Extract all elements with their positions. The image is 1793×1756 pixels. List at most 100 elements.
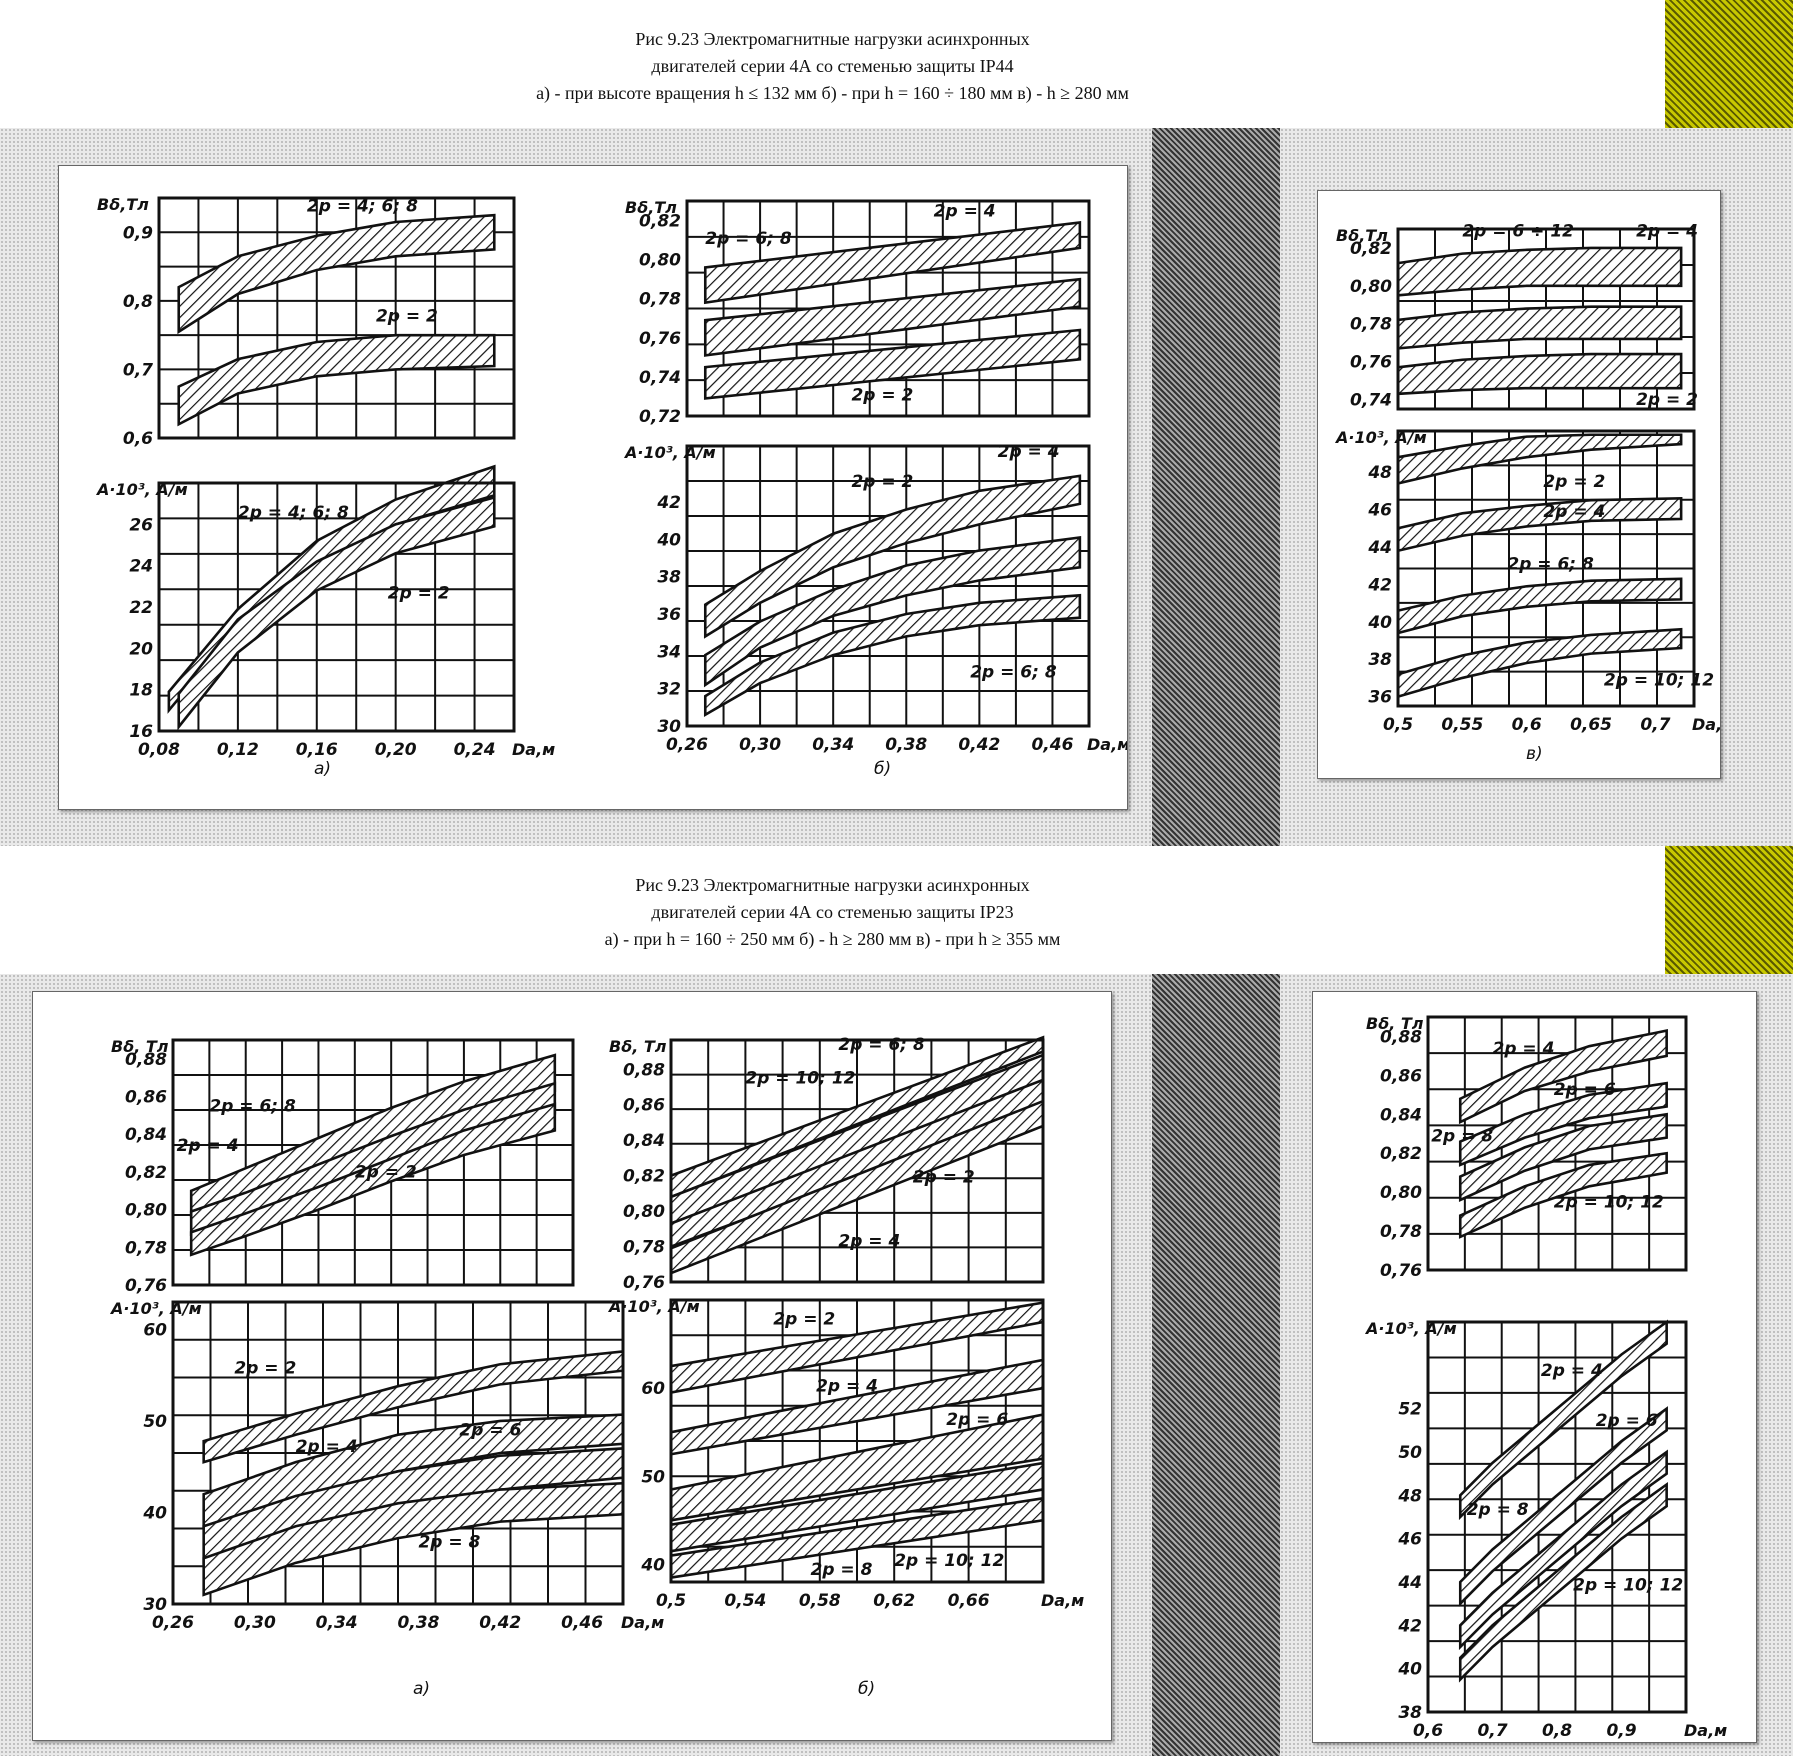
y-tick-label: 0,80 <box>639 251 681 271</box>
y-tick-label: 24 <box>129 557 153 577</box>
series-label: 2p = 10; 12 <box>1554 1193 1664 1213</box>
plot-frame <box>1396 429 1696 708</box>
figure-panel-v: 2p = 6 ÷ 12 2p = 4 2p = 2 0,74 0,76 0,78 0,80 0… <box>1317 190 1721 779</box>
series-label: 2p = 4; 6; 8 <box>238 503 349 523</box>
x-tick-label: 0,5 <box>1383 715 1413 735</box>
y-tick-label: 0,76 <box>1350 353 1392 373</box>
plot-frame <box>685 444 1091 728</box>
y-tick-label: 26 <box>129 515 153 535</box>
series-label: 2p = 10; 12 <box>1573 1576 1683 1596</box>
series-label: 2p = 6 <box>946 1410 1008 1430</box>
y-axis-label: A·10³, А/м <box>1364 1319 1457 1338</box>
plot-frame <box>1426 1320 1688 1714</box>
panel-label-a: а) <box>413 1679 430 1699</box>
series-label: 2p = 2 <box>773 1310 835 1330</box>
y-tick-label: 40 <box>640 1555 665 1575</box>
x-axis-label: Da,м <box>1692 715 1720 734</box>
y-tick-label: 38 <box>1398 1703 1422 1723</box>
series-label: 2p = 6 <box>1596 1411 1658 1431</box>
y-tick-label: 0,78 <box>125 1238 167 1258</box>
x-tick-label: 0,42 <box>479 1613 521 1633</box>
chart-svg: 2p = 4; 6; 8 2p = 2 0,6 0,7 0,8 0,9 Bδ,Тл 2p =… <box>95 195 1127 779</box>
series-label: 2p = 2 <box>234 1358 296 1378</box>
x-tick-label: 0,12 <box>217 740 259 760</box>
y-tick-label: 0,82 <box>623 1167 665 1187</box>
series-band <box>1458 1449 1668 1651</box>
y-axis-label: Bδ, Тл <box>111 1037 169 1056</box>
y-axis-label: A·10³, А/м <box>623 443 716 462</box>
x-axis-label: Da,м <box>512 740 555 759</box>
x-tick-label: 0,34 <box>812 735 854 755</box>
y-tick-label: 40 <box>656 530 681 550</box>
series-label: 2p = 4 <box>1541 1361 1603 1381</box>
figure-panel-ab: 2p = 6; 8 2p = 4 2p = 2 0,76 0,78 0,80 0,82 0,8… <box>32 991 1112 1741</box>
series-label: 2p = 4 <box>934 202 996 222</box>
series-label: 2p = 10; 12 <box>894 1551 1004 1571</box>
y-tick-label: 0,84 <box>1380 1105 1422 1125</box>
y-tick-label: 0,84 <box>125 1125 167 1145</box>
figure-panel-ab: 2p = 4; 6; 8 2p = 2 0,6 0,7 0,8 0,9 Bδ,Тл 2p =… <box>58 165 1128 810</box>
series-band <box>1396 497 1683 553</box>
y-tick-label: 30 <box>657 717 681 737</box>
series-band <box>703 328 1082 400</box>
series-band <box>1396 352 1683 396</box>
y-tick-label: 48 <box>1367 463 1392 483</box>
y-axis-label: Bδ,Тл <box>97 195 149 214</box>
x-axis-label: Da,м <box>1041 1591 1084 1610</box>
x-tick-label: 0,58 <box>799 1591 841 1611</box>
x-tick-label: 0,34 <box>316 1613 358 1633</box>
y-tick-label: 0,82 <box>1380 1144 1422 1164</box>
y-tick-label: 42 <box>1367 575 1392 595</box>
x-tick-label: 0,7 <box>1640 715 1670 735</box>
y-axis-label: Bδ,Тл <box>1336 226 1388 245</box>
title-line-1: Рис 9.23 Электромагнитные нагрузки асинх… <box>635 29 1030 49</box>
series-label: 2p = 10; 12 <box>745 1068 855 1088</box>
x-tick-label: 0,30 <box>739 735 781 755</box>
y-tick-label: 0,76 <box>125 1276 167 1296</box>
series-label: 2p = 6 ÷ 12 <box>1462 222 1574 242</box>
y-tick-label: 0,6 <box>123 429 153 449</box>
y-tick-label: 40 <box>1367 613 1392 633</box>
hatched-separator <box>1152 974 1280 1756</box>
series-label: 2p = 2 <box>851 472 913 492</box>
series-band <box>1458 1081 1668 1167</box>
x-tick-label: 0,08 <box>138 740 180 760</box>
area-chart: 2p = 6; 8 2p = 10; 12 2p = 2 2p = 4 0,76 0,78… <box>609 1035 1045 1293</box>
y-tick-label: 0,78 <box>639 290 681 310</box>
y-tick-label: 40 <box>142 1503 167 1523</box>
plot-frame <box>171 1300 625 1606</box>
x-tick-label: 0,54 <box>724 1591 766 1611</box>
area-chart: 2p = 2 2p = 4 2p = 6; 8 2p = 10; 12 36 38 40 42… <box>1334 428 1720 735</box>
x-tick-label: 0,26 <box>666 735 708 755</box>
chart-svg: 2p = 4 2p = 6 2p = 8 2p = 10; 12 0,76 0,78 0,8… <box>1364 1014 1727 1741</box>
area-chart: 2p = 4 2p = 6 2p = 8 2p = 10; 12 0,76 0,78 0,8… <box>1366 1014 1688 1281</box>
y-tick-label: 0,78 <box>1380 1222 1422 1242</box>
y-tick-label: 0,80 <box>1350 277 1392 297</box>
series-band <box>703 474 1082 639</box>
x-tick-label: 0,7 <box>1477 1721 1507 1741</box>
series-label: 2p = 2 <box>355 1163 417 1183</box>
y-tick-label: 42 <box>656 493 681 513</box>
series-label: 2p = 4 <box>998 442 1060 462</box>
series-band <box>703 221 1082 305</box>
series-label: 2p = 2 <box>851 385 913 405</box>
y-tick-label: 40 <box>1397 1660 1422 1680</box>
y-tick-label: 0,86 <box>1380 1066 1422 1086</box>
series-band <box>1458 1319 1668 1521</box>
x-tick-label: 0,46 <box>561 1613 603 1633</box>
y-tick-label: 0,86 <box>125 1088 167 1108</box>
y-tick-label: 0,74 <box>1350 391 1392 411</box>
y-tick-label: 50 <box>1398 1443 1422 1463</box>
y-tick-label: 0,82 <box>639 212 681 232</box>
x-tick-label: 0,38 <box>397 1613 439 1633</box>
y-axis-label: A·10³, А/м <box>109 1299 202 1318</box>
panel-label-a: а) <box>314 759 331 779</box>
slide-title: Рис 9.23 Электромагнитные нагрузки асинх… <box>0 846 1665 975</box>
x-axis-label: Da,м <box>621 1613 664 1632</box>
plot-frame <box>685 199 1091 418</box>
area-chart: 2p = 6; 8 2p = 4 2p = 2 0,76 0,78 0,80 0,82 0,8… <box>111 1037 575 1296</box>
series-label: 2p = 2 <box>1636 390 1698 410</box>
y-axis-label: A·10³, А/м <box>95 480 188 499</box>
series-label: 2p = 6; 8 <box>705 229 792 249</box>
title-line-3: а) - при высоте вращения h ≤ 132 мм б) -… <box>536 83 1129 103</box>
